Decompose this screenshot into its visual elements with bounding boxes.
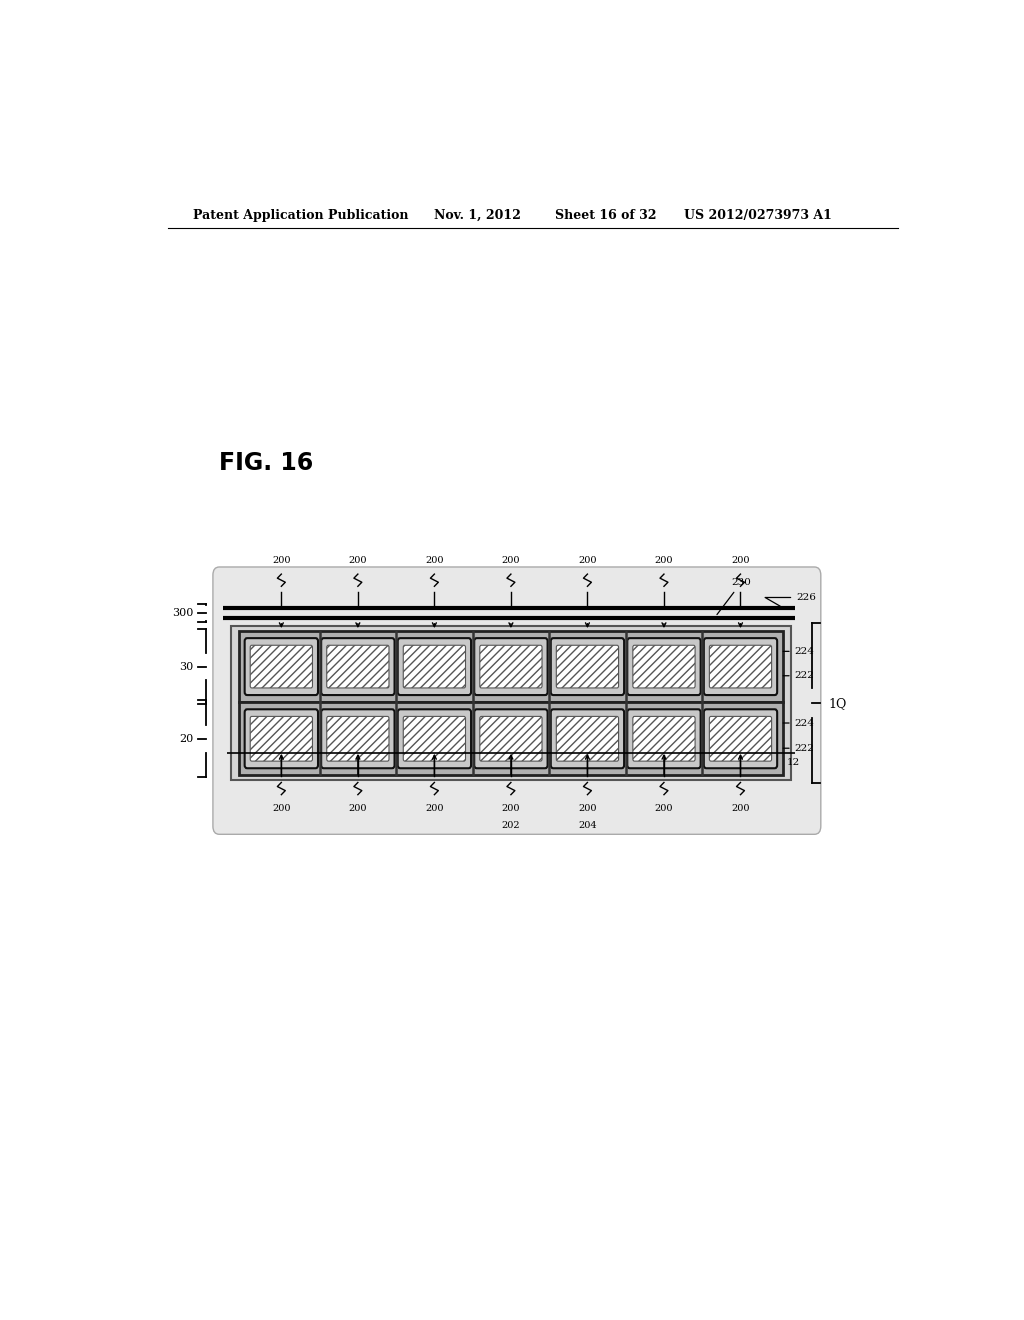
Text: US 2012/0273973 A1: US 2012/0273973 A1 bbox=[684, 209, 831, 222]
FancyBboxPatch shape bbox=[480, 717, 542, 762]
FancyBboxPatch shape bbox=[322, 709, 394, 768]
FancyBboxPatch shape bbox=[397, 638, 471, 696]
Text: 204: 204 bbox=[579, 821, 597, 830]
Text: 200: 200 bbox=[425, 556, 443, 565]
Text: Nov. 1, 2012: Nov. 1, 2012 bbox=[433, 209, 520, 222]
FancyBboxPatch shape bbox=[250, 645, 312, 688]
FancyBboxPatch shape bbox=[551, 638, 624, 696]
FancyBboxPatch shape bbox=[556, 717, 618, 762]
Text: 200: 200 bbox=[579, 804, 597, 813]
Text: 200: 200 bbox=[348, 804, 368, 813]
Text: 224: 224 bbox=[783, 647, 814, 656]
Text: 200: 200 bbox=[502, 804, 520, 813]
Text: 200: 200 bbox=[425, 804, 443, 813]
Text: 224: 224 bbox=[783, 718, 814, 727]
Bar bbox=[231, 626, 791, 780]
FancyBboxPatch shape bbox=[397, 709, 471, 768]
FancyBboxPatch shape bbox=[703, 709, 777, 768]
Text: 200: 200 bbox=[579, 556, 597, 565]
FancyBboxPatch shape bbox=[245, 638, 318, 696]
Text: 1Q: 1Q bbox=[828, 697, 846, 710]
FancyBboxPatch shape bbox=[474, 638, 548, 696]
FancyBboxPatch shape bbox=[403, 717, 466, 762]
FancyBboxPatch shape bbox=[556, 645, 618, 688]
FancyBboxPatch shape bbox=[551, 709, 624, 768]
FancyBboxPatch shape bbox=[474, 709, 548, 768]
Text: 200: 200 bbox=[731, 804, 750, 813]
FancyBboxPatch shape bbox=[322, 638, 394, 696]
Text: 200: 200 bbox=[272, 804, 291, 813]
Text: 200: 200 bbox=[654, 556, 673, 565]
Text: 30: 30 bbox=[179, 661, 194, 672]
Bar bbox=[239, 631, 782, 702]
Text: FIG. 16: FIG. 16 bbox=[219, 451, 313, 475]
FancyBboxPatch shape bbox=[633, 645, 695, 688]
Text: 12: 12 bbox=[786, 758, 800, 767]
FancyBboxPatch shape bbox=[327, 645, 389, 688]
Text: 20: 20 bbox=[179, 734, 194, 743]
Text: 300: 300 bbox=[172, 607, 194, 618]
FancyBboxPatch shape bbox=[480, 645, 542, 688]
Text: 200: 200 bbox=[348, 556, 368, 565]
Text: 200: 200 bbox=[272, 556, 291, 565]
Text: Sheet 16 of 32: Sheet 16 of 32 bbox=[555, 209, 656, 222]
FancyBboxPatch shape bbox=[710, 717, 772, 762]
Text: 230: 230 bbox=[717, 578, 751, 615]
Bar bbox=[239, 702, 782, 775]
FancyBboxPatch shape bbox=[628, 638, 700, 696]
Text: 200: 200 bbox=[654, 804, 673, 813]
Text: 222: 222 bbox=[783, 743, 814, 752]
FancyBboxPatch shape bbox=[327, 717, 389, 762]
FancyBboxPatch shape bbox=[213, 568, 821, 834]
Text: 200: 200 bbox=[502, 556, 520, 565]
Text: 202: 202 bbox=[502, 821, 520, 830]
FancyBboxPatch shape bbox=[245, 709, 318, 768]
FancyBboxPatch shape bbox=[403, 645, 466, 688]
FancyBboxPatch shape bbox=[710, 645, 772, 688]
Text: 200: 200 bbox=[731, 556, 750, 565]
Text: 226: 226 bbox=[765, 593, 816, 606]
FancyBboxPatch shape bbox=[633, 717, 695, 762]
Text: 222: 222 bbox=[783, 672, 814, 680]
FancyBboxPatch shape bbox=[703, 638, 777, 696]
FancyBboxPatch shape bbox=[628, 709, 700, 768]
Text: Patent Application Publication: Patent Application Publication bbox=[194, 209, 409, 222]
FancyBboxPatch shape bbox=[250, 717, 312, 762]
